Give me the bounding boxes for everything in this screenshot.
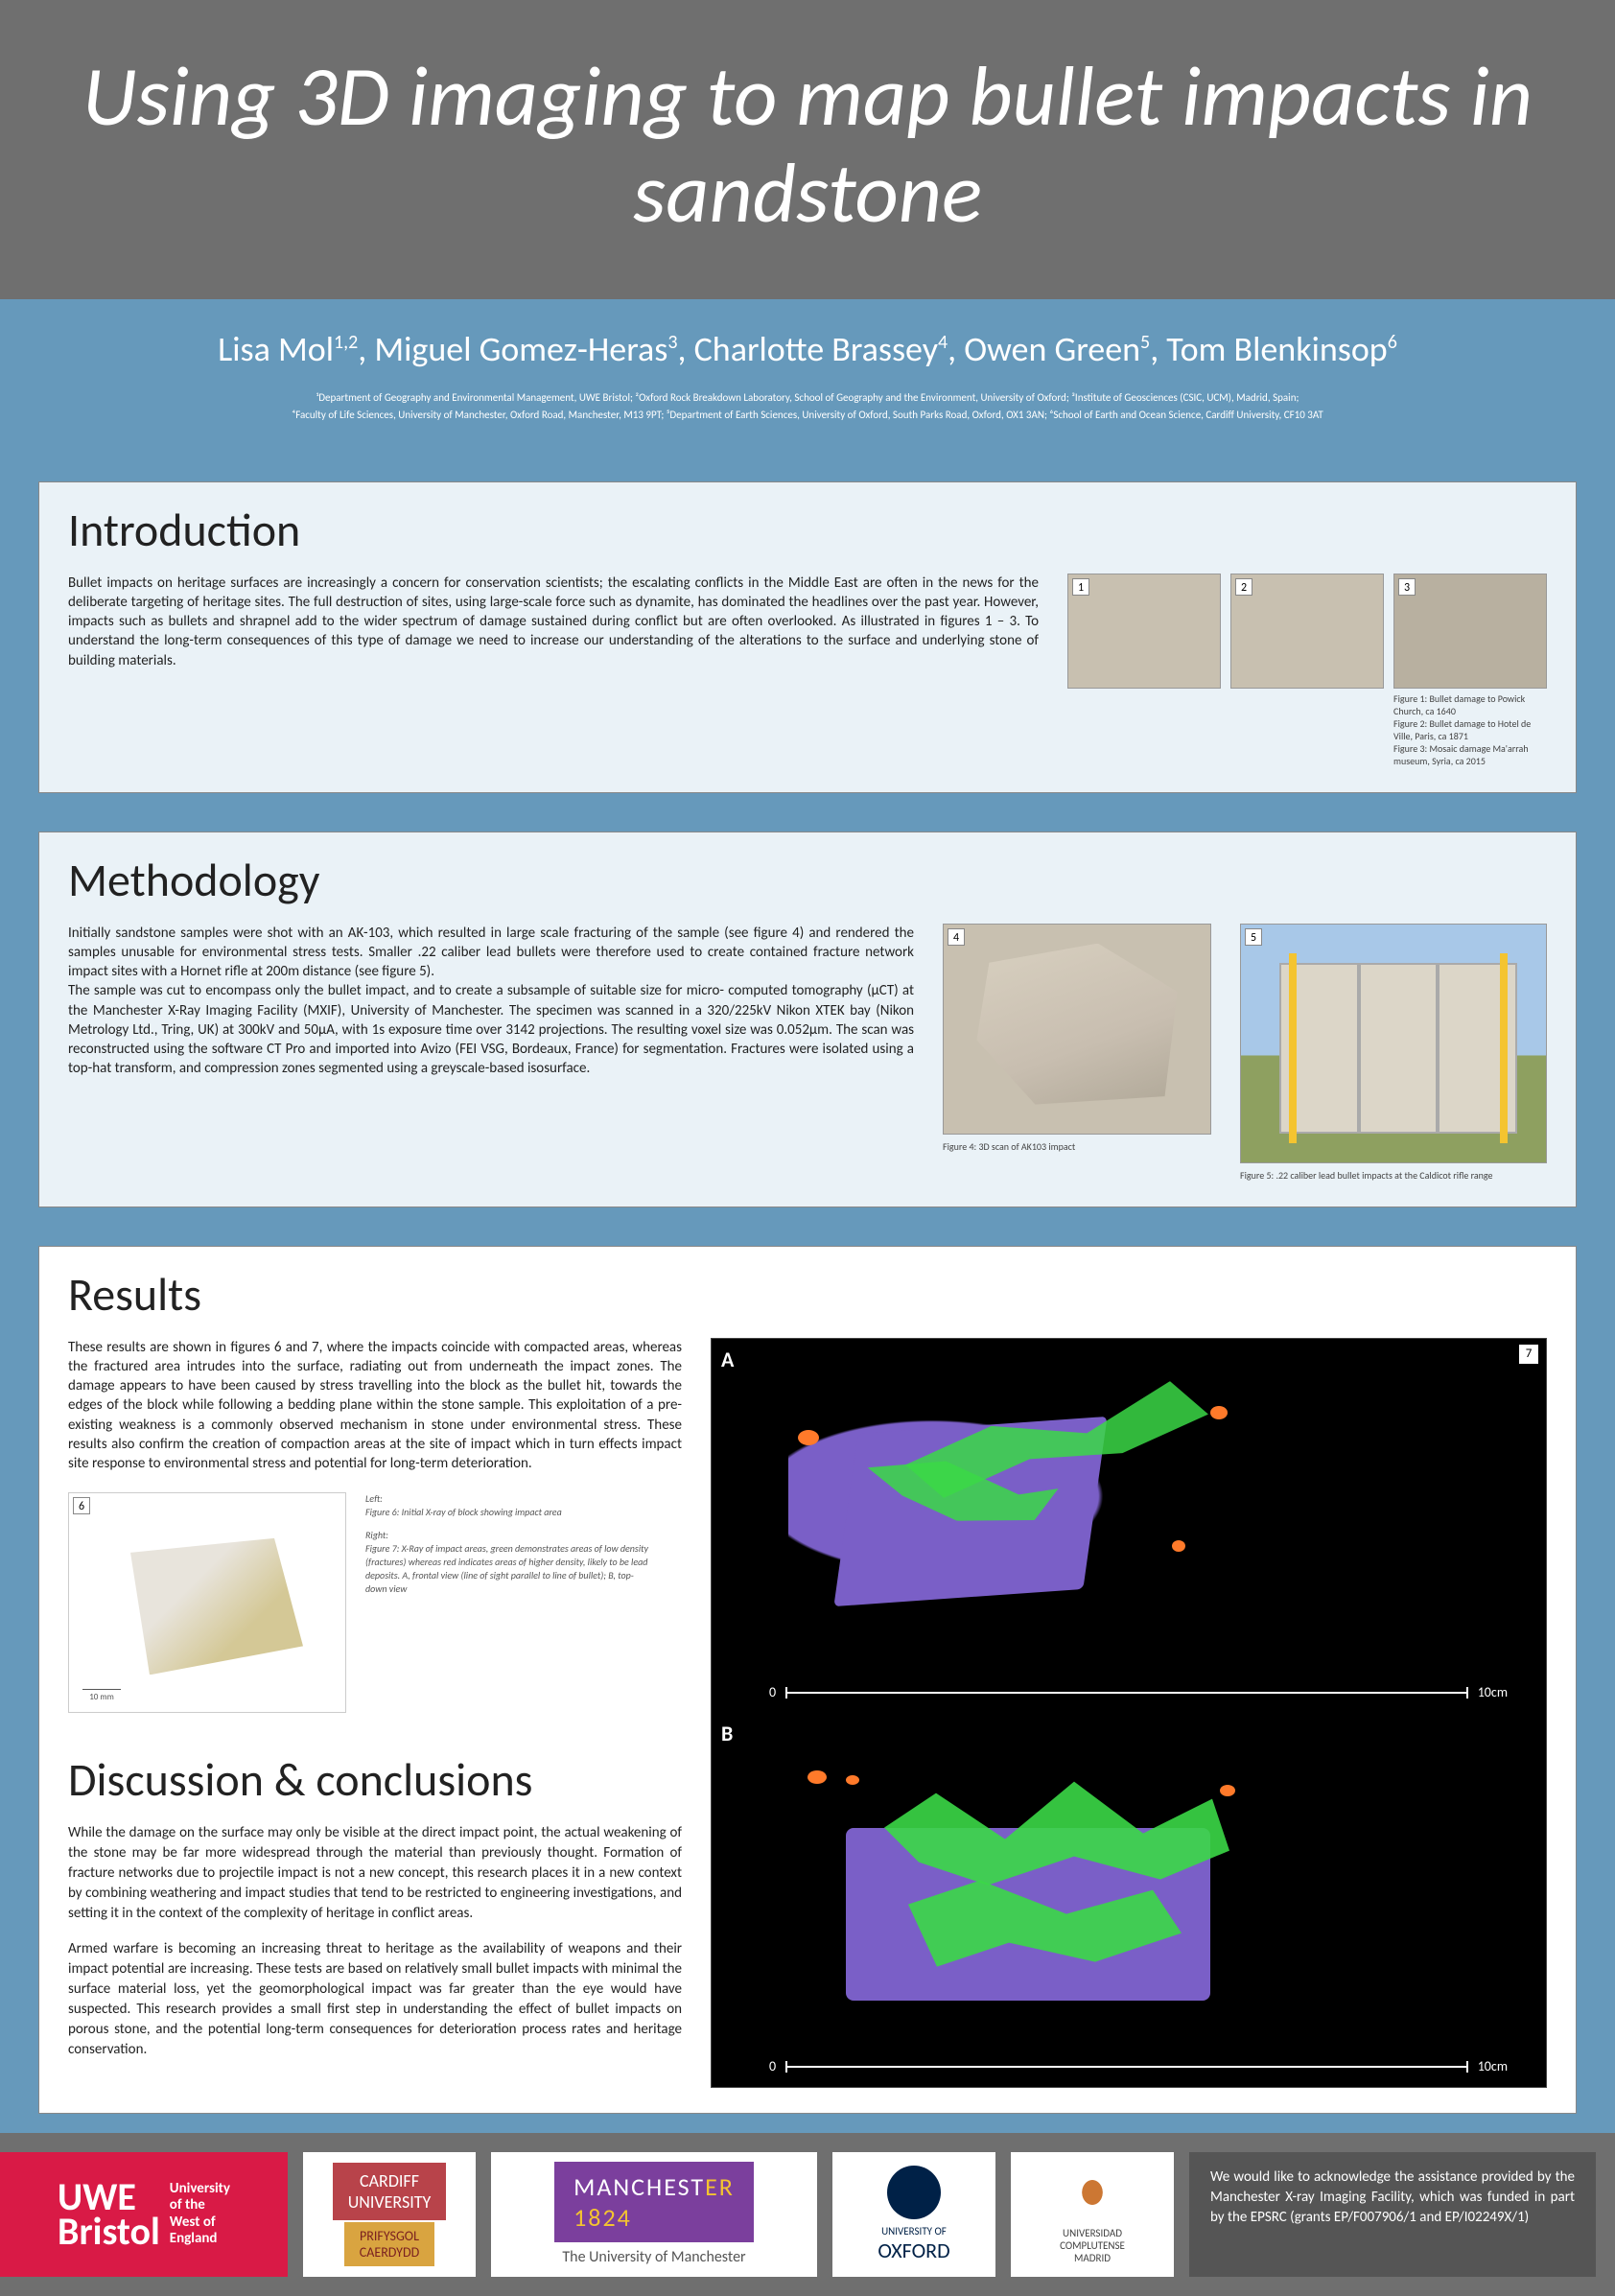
oxford-name: OXFORD (878, 2237, 949, 2263)
affiliations-line-1: ¹Department of Geography and Environment… (88, 389, 1527, 407)
figure-5-label: 5 (1245, 928, 1262, 946)
scale-a-end: 10cm (1478, 1684, 1508, 1700)
discussion-p2: Armed warfare is becoming an increasing … (68, 1939, 682, 2060)
panel-b-label: B (721, 1721, 733, 1746)
results-body: These results are shown in figures 6 and… (68, 1338, 682, 1474)
intro-figures: 1 2 3 Figure 1: Bullet damage to Powick … (1067, 574, 1547, 767)
scale-b-zero: 0 (769, 2058, 776, 2074)
figure-6-caption-left: Left: Figure 6: Initial X-ray of block s… (365, 1492, 653, 1519)
intro-fig-captions: Figure 1: Bullet damage to Powick Church… (1393, 692, 1547, 767)
panel-a-label: A (721, 1347, 734, 1372)
manch-sub: The University of Manchester (562, 2242, 745, 2266)
figure-3: 3 (1393, 574, 1547, 689)
intro-body: Bullet impacts on heritage surfaces are … (68, 574, 1039, 767)
manch-year: 1824 (573, 2202, 632, 2233)
poster: Using 3D imaging to map bullet impacts i… (0, 0, 1615, 2296)
figure-4-caption: Figure 4: 3D scan of AK103 impact (943, 1140, 1211, 1153)
figure-4-label: 4 (948, 928, 965, 946)
intro-wrap: Introduction Bullet impacts on heritage … (0, 462, 1615, 812)
results-heading: Results (68, 1266, 1547, 1323)
logo-manchester: MANCHESTER1824 The University of Manches… (491, 2152, 817, 2277)
figure-5: 5 (1240, 924, 1547, 1163)
oxford-prefix: UNIVERSITY OF (881, 2225, 947, 2237)
figure-7: A 7 0 10cm (711, 1338, 1547, 2088)
logo-cardiff: CARDIFF UNIVERSITY PRIFYSGOL CAERDYDD (303, 2152, 476, 2277)
uwe-subtitle: University of the West of England (170, 2181, 230, 2247)
authors: Lisa Mol1,2, Miguel Gomez-Heras3, Charlo… (38, 328, 1577, 370)
discussion-p1: While the damage on the surface may only… (68, 1823, 682, 1924)
uwe-name: UWE Bristol (58, 2180, 160, 2249)
methodology-wrap: Methodology Initially sandstone samples … (0, 812, 1615, 1227)
results-card: Results These results are shown in figur… (38, 1246, 1577, 2114)
logo-oxford: UNIVERSITY OF OXFORD (832, 2152, 995, 2277)
figure-6-caption-right: Right: Figure 7: X-Ray of impact areas, … (365, 1529, 653, 1596)
methodology-card: Methodology Initially sandstone samples … (38, 832, 1577, 1207)
figure-1: 1 (1067, 574, 1221, 689)
intro-card: Introduction Bullet impacts on heritage … (38, 481, 1577, 793)
discussion-heading: Discussion & conclusions (68, 1751, 682, 1808)
cardiff-cy: PRIFYSGOL CAERDYDD (344, 2222, 434, 2266)
figure-1-label: 1 (1072, 578, 1089, 596)
logo-complutense: UNIVERSIDAD COMPLUTENSE MADRID (1011, 2152, 1174, 2277)
complutense-crest-icon (1068, 2164, 1116, 2221)
title-band: Using 3D imaging to map bullet impacts i… (0, 0, 1615, 299)
affiliations: ¹Department of Geography and Environment… (88, 389, 1527, 423)
scale-a-zero: 0 (769, 1684, 776, 1700)
figure-7-panel-b: B 0 10cm (712, 1713, 1546, 2087)
discussion-body: While the damage on the surface may only… (68, 1823, 682, 2060)
logo-uwe-bristol: UWE Bristol University of the West of En… (0, 2152, 288, 2277)
figure-7-panel-a: A 7 0 10cm (712, 1339, 1546, 1713)
cardiff-en: CARDIFF UNIVERSITY (333, 2163, 447, 2220)
intro-heading: Introduction (68, 502, 1547, 558)
figure-3-label: 3 (1398, 578, 1416, 596)
figure-4: 4 (943, 924, 1211, 1135)
scale-b-end: 10cm (1478, 2058, 1508, 2074)
methodology-body: Initially sandstone samples were shot wi… (68, 924, 914, 1079)
authors-band: Lisa Mol1,2, Miguel Gomez-Heras3, Charlo… (0, 299, 1615, 461)
poster-title: Using 3D imaging to map bullet impacts i… (38, 48, 1577, 242)
figure-7-label: 7 (1519, 1345, 1538, 1364)
affiliations-line-2: ⁴Faculty of Life Sciences, University of… (88, 407, 1527, 424)
results-wrap: Results These results are shown in figur… (0, 1227, 1615, 2133)
complutense-name: UNIVERSIDAD COMPLUTENSE MADRID (1060, 2227, 1125, 2265)
figure-6: 6 10 mm (68, 1492, 346, 1713)
figure-5-caption: Figure 5: .22 caliber lead bullet impact… (1240, 1169, 1547, 1182)
acknowledgements: We would like to acknowledge the assista… (1189, 2152, 1596, 2277)
figure-6-label: 6 (73, 1497, 90, 1514)
figure-2-label: 2 (1235, 578, 1252, 596)
figure-2: 2 (1230, 574, 1384, 689)
footer: UWE Bristol University of the West of En… (0, 2133, 1615, 2296)
oxford-crest-icon (887, 2166, 941, 2219)
methodology-heading: Methodology (68, 852, 1547, 908)
